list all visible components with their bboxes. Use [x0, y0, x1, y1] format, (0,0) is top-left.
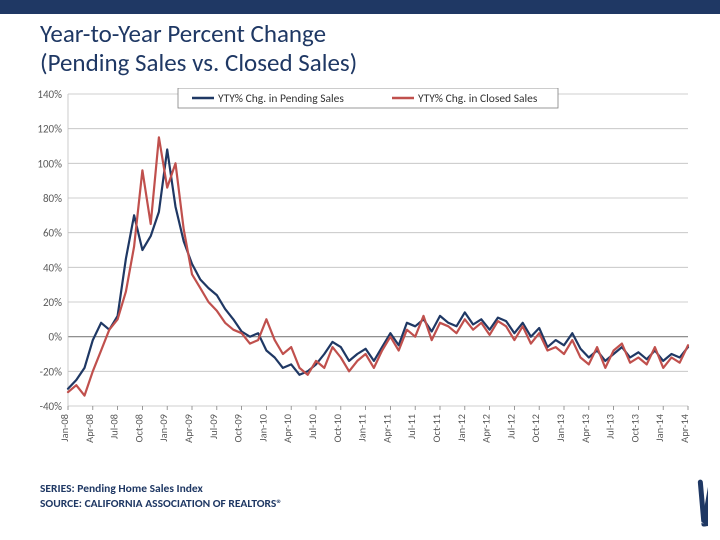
- svg-text:20%: 20%: [43, 296, 62, 309]
- logo-svg: [654, 474, 708, 528]
- svg-text:Jan-13: Jan-13: [554, 414, 567, 442]
- svg-text:Jul-13: Jul-13: [604, 414, 617, 439]
- svg-text:Apr-13: Apr-13: [579, 414, 592, 443]
- svg-text:-40%: -40%: [40, 400, 63, 413]
- svg-text:-20%: -20%: [40, 365, 63, 378]
- svg-text:Jul-08: Jul-08: [108, 414, 121, 439]
- svg-text:Jan-09: Jan-09: [157, 414, 170, 442]
- svg-text:Jan-14: Jan-14: [653, 413, 666, 441]
- svg-text:60%: 60%: [43, 227, 62, 240]
- svg-text:Oct-11: Oct-11: [430, 414, 443, 442]
- slide: Year-to-Year Percent Change (Pending Sal…: [0, 0, 720, 540]
- svg-text:120%: 120%: [37, 123, 62, 136]
- footer-series: SERIES: Pending Home Sales Index: [40, 482, 282, 497]
- svg-text:Oct-09: Oct-09: [232, 414, 245, 442]
- svg-text:Jul-10: Jul-10: [306, 413, 319, 439]
- line-chart-svg: -40% -20% 0% 20% 40% 60% 80% 100% 120% 140% Jan-08…: [18, 88, 702, 476]
- svg-text:Oct-10: Oct-10: [331, 413, 344, 442]
- svg-text:80%: 80%: [43, 192, 62, 205]
- svg-text:Apr-09: Apr-09: [182, 414, 195, 443]
- svg-text:YTY% Chg. in Closed Sales: YTY% Chg. in Closed Sales: [418, 92, 538, 106]
- svg-text:Jul-11: Jul-11: [405, 414, 418, 439]
- svg-text:Jan-11: Jan-11: [356, 414, 369, 442]
- svg-text:Jan-08: Jan-08: [58, 414, 71, 442]
- svg-text:Oct-12: Oct-12: [529, 414, 542, 442]
- svg-text:Apr-12: Apr-12: [480, 414, 493, 443]
- svg-text:Apr-11: Apr-11: [380, 414, 393, 443]
- svg-text:40%: 40%: [43, 261, 62, 274]
- svg-text:Jan-10: Jan-10: [256, 413, 269, 441]
- svg-text:Oct-08: Oct-08: [132, 414, 145, 442]
- chart: -40% -20% 0% 20% 40% 60% 80% 100% 120% 140% Jan-08…: [18, 88, 702, 476]
- svg-text:Oct-13: Oct-13: [628, 414, 641, 442]
- svg-text:Jul-09: Jul-09: [207, 414, 220, 439]
- title-line-1: Year-to-Year Percent Change: [40, 20, 680, 49]
- svg-text:YTY% Chg. in Pending Sales: YTY% Chg. in Pending Sales: [218, 92, 344, 106]
- footer-source: SOURCE: CALIFORNIA ASSOCIATION OF REALTO…: [40, 497, 282, 512]
- realtor-fan-logo: [654, 474, 708, 528]
- svg-text:Jan-12: Jan-12: [455, 414, 468, 442]
- svg-text:0%: 0%: [49, 331, 63, 344]
- svg-text:140%: 140%: [37, 88, 62, 101]
- svg-text:100%: 100%: [37, 157, 62, 170]
- top-accent-band: [0, 0, 720, 14]
- svg-text:Apr-14: Apr-14: [678, 413, 691, 442]
- footer-block: SERIES: Pending Home Sales Index SOURCE:…: [40, 482, 282, 512]
- svg-text:Apr-08: Apr-08: [83, 414, 96, 443]
- title-block: Year-to-Year Percent Change (Pending Sal…: [40, 20, 680, 78]
- svg-text:Apr-10: Apr-10: [281, 413, 294, 442]
- title-line-2: (Pending Sales vs. Closed Sales): [40, 49, 680, 78]
- svg-text:Jul-12: Jul-12: [504, 414, 517, 439]
